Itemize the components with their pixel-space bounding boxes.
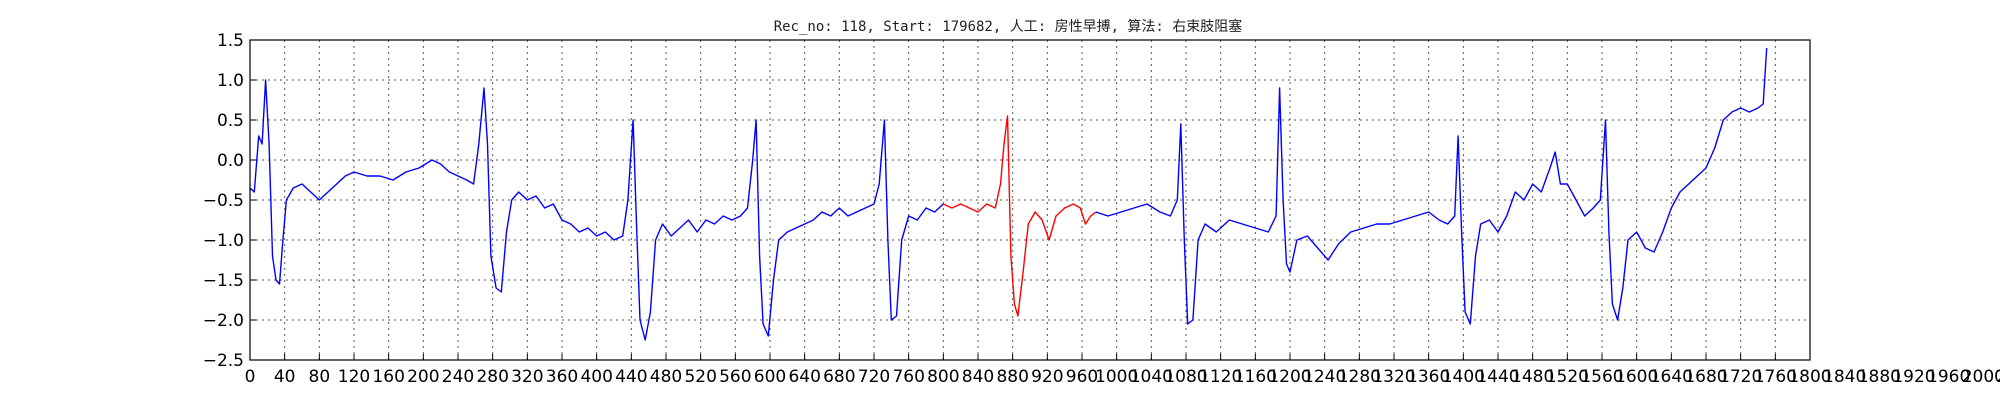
ecg-series-line-1 bbox=[249, 79, 944, 341]
x-tick-label: 200 bbox=[407, 367, 439, 387]
x-tick-label: 280 bbox=[476, 367, 508, 387]
x-tick-label: 520 bbox=[684, 367, 716, 387]
x-tick-label: 600 bbox=[754, 367, 786, 387]
x-tick-label: 800 bbox=[927, 367, 959, 387]
x-tick-label: 480 bbox=[650, 367, 682, 387]
x-tick-label: 1720 bbox=[1719, 367, 1762, 387]
x-tick-label: 1520 bbox=[1546, 367, 1589, 387]
x-tick-label: 1400 bbox=[1442, 367, 1485, 387]
y-axis: 1.5 1.0 0.5 0.0 −0.5 −1.0 −1.5 −2.0 −2.5 bbox=[203, 31, 256, 371]
x-tick-label: 880 bbox=[996, 367, 1028, 387]
x-tick-label: 1600 bbox=[1615, 367, 1658, 387]
series-layer bbox=[249, 47, 1768, 341]
x-tick-label: 1880 bbox=[1858, 367, 1901, 387]
x-tick-label: 1960 bbox=[1927, 367, 1970, 387]
y-tick-label: 0.0 bbox=[217, 151, 244, 171]
x-tick-label: 560 bbox=[719, 367, 751, 387]
y-tick-label: −2.0 bbox=[203, 311, 244, 331]
x-tick-label: 1000 bbox=[1095, 367, 1138, 387]
x-tick-label: 240 bbox=[442, 367, 474, 387]
x-tick-label: 1040 bbox=[1130, 367, 1173, 387]
x-tick-label: 360 bbox=[546, 367, 578, 387]
x-tick-label: 720 bbox=[858, 367, 890, 387]
x-axis: 0 40 80 120 160 200 240 280 320 360 400 440 480 520 56… bbox=[245, 354, 2000, 387]
x-tick-label: 0 bbox=[245, 367, 256, 387]
x-tick-label: 1120 bbox=[1199, 367, 1242, 387]
x-tick-label: 1800 bbox=[1788, 367, 1831, 387]
y-tick-label: −1.5 bbox=[203, 271, 244, 291]
x-tick-label: 1640 bbox=[1650, 367, 1693, 387]
chart-title: Rec_no: 118, Start: 179682, 人工: 房性早搏, 算法… bbox=[774, 18, 1243, 35]
y-tick-label: −0.5 bbox=[203, 191, 244, 211]
x-tick-label: 960 bbox=[1066, 367, 1098, 387]
x-tick-label: 840 bbox=[962, 367, 994, 387]
ecg-series-line-2 bbox=[943, 115, 1097, 317]
x-tick-label: 760 bbox=[892, 367, 924, 387]
x-tick-label: 1840 bbox=[1823, 367, 1866, 387]
x-tick-label: 1480 bbox=[1511, 367, 1554, 387]
x-tick-label: 1160 bbox=[1234, 367, 1277, 387]
x-tick-label: 160 bbox=[372, 367, 404, 387]
x-tick-label: 1280 bbox=[1338, 367, 1381, 387]
x-tick-label: 400 bbox=[580, 367, 612, 387]
ecg-series-line-3 bbox=[1095, 47, 1768, 325]
x-tick-label: 1560 bbox=[1580, 367, 1623, 387]
y-tick-label: −2.5 bbox=[203, 351, 244, 371]
x-tick-label: 1320 bbox=[1372, 367, 1415, 387]
x-tick-label: 2000 bbox=[1962, 367, 2000, 387]
x-tick-label: 440 bbox=[615, 367, 647, 387]
y-tick-label: 1.0 bbox=[217, 71, 244, 91]
x-tick-label: 920 bbox=[1031, 367, 1063, 387]
x-tick-label: 120 bbox=[338, 367, 370, 387]
x-tick-label: 1920 bbox=[1892, 367, 1935, 387]
y-tick-label: 0.5 bbox=[217, 111, 244, 131]
y-tick-label: 1.5 bbox=[217, 31, 244, 51]
x-tick-label: 320 bbox=[511, 367, 543, 387]
plot-area-frame bbox=[249, 39, 1811, 361]
x-tick-label: 1360 bbox=[1407, 367, 1450, 387]
x-tick-label: 2040 bbox=[1996, 367, 2000, 387]
x-tick-label: 680 bbox=[823, 367, 855, 387]
x-tick-label: 40 bbox=[274, 367, 296, 387]
x-tick-label: 640 bbox=[788, 367, 820, 387]
y-tick-label: −1.0 bbox=[203, 231, 244, 251]
x-tick-label: 1440 bbox=[1476, 367, 1519, 387]
x-tick-label: 1200 bbox=[1268, 367, 1311, 387]
x-tick-label: 1240 bbox=[1303, 367, 1346, 387]
x-tick-label: 1080 bbox=[1164, 367, 1207, 387]
x-tick-label: 1680 bbox=[1684, 367, 1727, 387]
x-tick-label: 1760 bbox=[1754, 367, 1797, 387]
x-tick-label: 80 bbox=[309, 367, 331, 387]
